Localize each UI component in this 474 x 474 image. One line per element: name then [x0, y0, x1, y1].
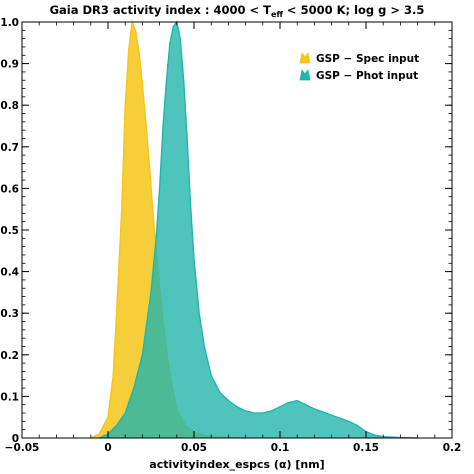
- legend-entry-phot: GSP − Phot input: [299, 69, 418, 82]
- y-tick-label: 0.3: [0, 308, 19, 320]
- x-tick-label: 0.2: [443, 442, 462, 454]
- legend-swatch: [299, 69, 311, 81]
- plot-area: [90, 19, 418, 439]
- legend-swatch: [299, 52, 311, 64]
- y-tick-label: 0.8: [0, 100, 19, 112]
- axes: −0.05 0 0.05 0.1 0.15 0.200.10.20.30.40.50.60…: [0, 17, 461, 454]
- chart-title: Gaia DR3 activity index : 4000 < Teff < …: [50, 3, 425, 19]
- legend: GSP − Spec input GSP − Phot input: [299, 52, 419, 82]
- y-tick-label: 0.1: [0, 391, 19, 403]
- title-subscript: eff: [271, 10, 283, 19]
- x-tick-label: 0.05: [181, 442, 207, 454]
- x-tick-label: −0.05: [5, 442, 40, 454]
- y-tick-label: 0: [12, 433, 19, 445]
- x-axis-label: activityindex_espcs (α) [nm]: [149, 458, 324, 471]
- x-tick-label: 0.15: [353, 442, 379, 454]
- y-tick-label: 0.5: [0, 225, 19, 237]
- y-tick-label: 0.7: [0, 142, 19, 154]
- x-tick-label: 0.1: [271, 442, 290, 454]
- y-tick-label: 0.6: [0, 183, 19, 195]
- legend-entry-spec: GSP − Spec input: [299, 52, 419, 65]
- plot-frame: [21, 21, 453, 439]
- legend-label: GSP − Spec input: [316, 53, 419, 65]
- y-tick-label: 0.2: [0, 350, 19, 362]
- y-tick-label: 1.0: [0, 17, 19, 29]
- y-tick-label: 0.9: [0, 59, 19, 71]
- title-rest: < 5000 K; log g > 3.5: [283, 3, 425, 17]
- series-line-phot: [99, 20, 418, 439]
- x-tick-label: 0: [104, 442, 111, 454]
- y-tick-label: 0.4: [0, 267, 19, 279]
- series-area-spec: [90, 22, 246, 438]
- legend-label: GSP − Phot input: [316, 70, 418, 82]
- series-area-phot: [99, 22, 418, 438]
